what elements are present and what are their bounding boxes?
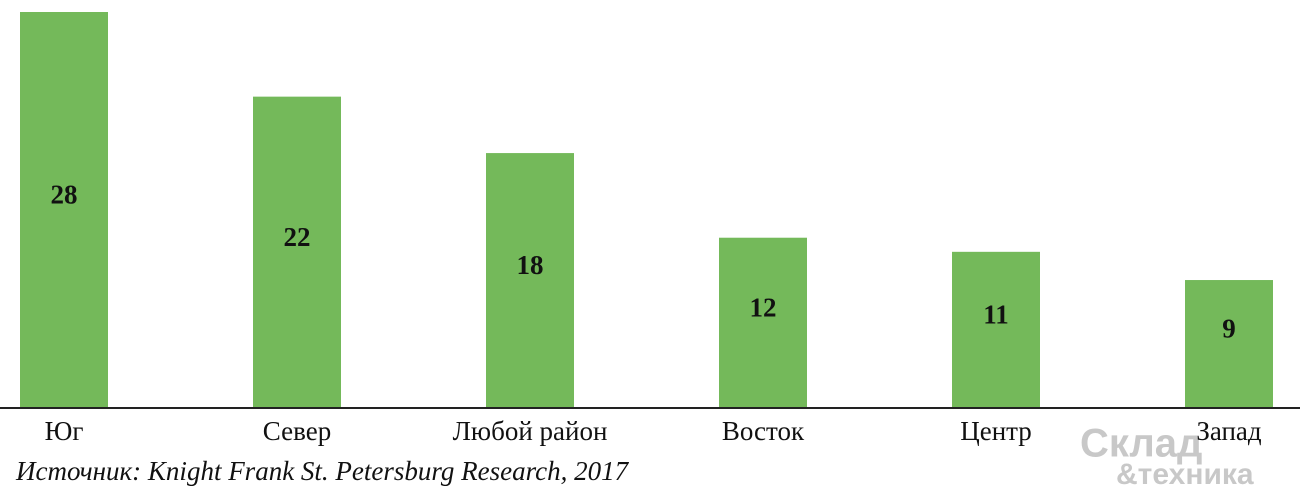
bar — [719, 237, 807, 407]
bar — [952, 251, 1040, 407]
data-label: 9 — [1222, 314, 1236, 344]
bar — [20, 12, 108, 407]
bar — [1185, 280, 1273, 407]
data-label: 12 — [750, 293, 777, 323]
x-tick-label: Север — [263, 416, 331, 446]
data-label: 18 — [517, 250, 544, 280]
source: Источник: Knight Frank St. Petersburg Re… — [15, 456, 630, 486]
watermark: Склад — [1080, 422, 1202, 466]
data-label: 28 — [51, 180, 78, 210]
x-tick-label: Юг — [45, 416, 84, 446]
x-tick-label: Центр — [960, 416, 1032, 446]
data-label: 11 — [983, 300, 1009, 330]
x-tick-label: Запад — [1196, 416, 1262, 446]
watermark: &техника — [1116, 458, 1254, 491]
bar — [253, 96, 341, 408]
x-tick-label: Восток — [722, 416, 805, 446]
x-tick-label: Любой район — [453, 416, 608, 446]
data-label: 22 — [284, 222, 311, 252]
bar — [486, 153, 574, 407]
